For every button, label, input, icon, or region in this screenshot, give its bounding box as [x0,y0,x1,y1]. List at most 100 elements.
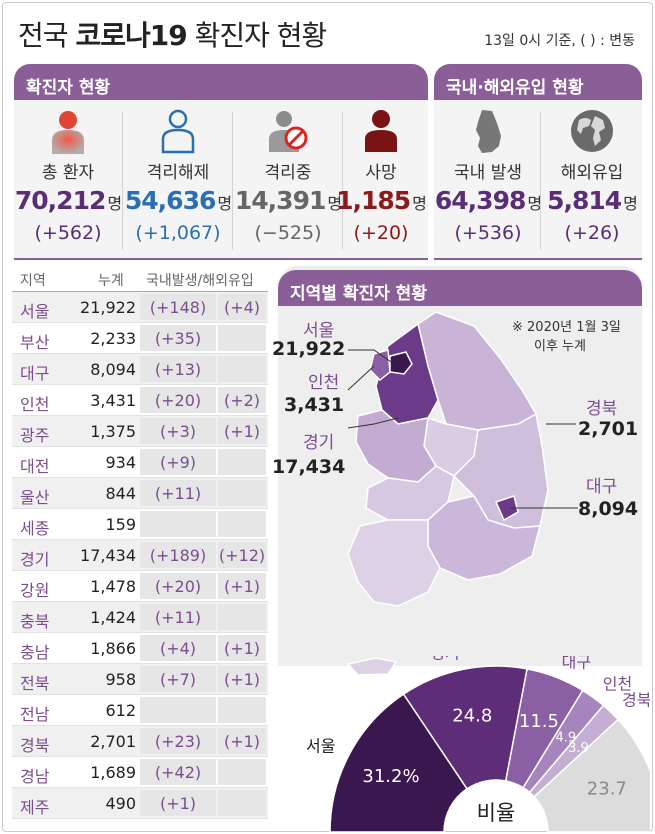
donut-slice [329,693,469,832]
divider [122,112,123,250]
cell-overseas [218,511,266,537]
donut-value-label: 3.9 [568,741,589,756]
donut-category-label: 인천 [603,675,632,694]
map-label-daegu: 대구 [586,477,618,497]
stat-released: 격리해제 54,636 명 (+1,067) [124,100,232,260]
cell-total: 612 [105,701,136,720]
korea-map [346,311,578,676]
cell-total: 2,233 [90,329,136,348]
table-row: 제주 490 (+1) [12,788,268,819]
cell-domestic: (+7) [140,666,216,692]
cell-total: 1,375 [90,422,136,441]
donut-slice [533,718,650,832]
confirmed-section-header: 확진자 현황 [14,64,428,100]
page-title: 전국 코로나19 확진자 현황 [18,19,327,52]
cell-region: 서울 [20,302,50,321]
donut-value-label: 24.8 [452,705,492,726]
table-row: 서울 21,922 (+148) (+4) [12,292,268,323]
cell-domestic [140,697,216,723]
cell-overseas [218,356,266,382]
stat-label: 총 환자 [41,163,95,183]
donut-title: 비율 [477,801,516,825]
map-value-incheon: 3,431 [284,394,345,416]
cell-domestic: (+13) [140,356,216,382]
table-row: 경북 2,701 (+23) (+1) [12,726,268,757]
cell-total: 17,434 [80,546,136,565]
table-row: 경남 1,689 (+42) [12,757,268,788]
cell-total: 1,866 [90,639,136,658]
confirmed-stats-panel [14,100,428,260]
cell-total: 1,689 [90,763,136,782]
table-row: 인천 3,431 (+20) (+2) [12,385,268,416]
table-row: 대전 934 (+9) [12,447,268,478]
cell-overseas: (+4) [218,294,266,320]
table-row: 강원 1,478 (+20) (+1) [12,571,268,602]
cell-total: 1,478 [90,577,136,596]
domestic-overseas-section-header: 국내·해외유입 현황 [434,64,642,100]
header-region: 지역 [20,273,46,289]
table-header: 지역 누계 국내발생/해외유입 [12,266,268,292]
map-value-seoul: 21,922 [272,338,346,360]
stat-isolated: 격리중 14,391 명 (−525) [234,100,342,260]
cell-region: 전남 [20,705,50,724]
stat-value: 5,814 명 [547,186,638,215]
cell-region: 경기 [20,550,50,569]
cell-region: 인천 [20,395,50,414]
divider [342,112,343,250]
stat-label: 국내 발생 [454,163,522,183]
donut-value-label: 11.5 [519,711,559,732]
cell-region: 부산 [20,333,50,352]
cell-overseas: (+1) [218,573,266,599]
cell-overseas [218,759,266,785]
stat-label: 해외유입 [560,163,624,183]
stat-total-patients: 총 환자 70,212 명 (+562) [14,100,122,260]
divider [540,112,541,250]
map-value-daegu: 8,094 [578,498,639,520]
cell-domestic: (+189) [140,542,216,568]
cell-total: 958 [105,670,136,689]
cell-domestic: (+23) [140,728,216,754]
cell-total: 934 [105,453,136,472]
regional-table: 지역 누계 국내발생/해외유입 서울 21,922 (+148) (+4) 부산 2,23… [12,266,268,819]
map-label-gyeongbuk: 경북 [586,399,618,419]
map-label-incheon: 인천 [308,373,340,393]
page-subtitle: 13일 0시 기준, ( ) : 변동 [484,33,635,49]
cell-region: 광주 [20,426,50,445]
cell-region: 강원 [20,581,50,600]
map-label-gyeonggi: 경기 [303,433,335,453]
cell-total: 8,094 [90,360,136,379]
donut-slice [402,665,528,790]
cell-domestic: (+4) [140,635,216,661]
map-label-seoul: 서울 [303,321,335,341]
stat-value: 70,212 명 [14,186,122,215]
cell-overseas: (+12) [218,542,266,568]
cell-total: 844 [105,484,136,503]
cell-overseas: (+2) [218,387,266,413]
table-row: 전남 612 [12,695,268,726]
cell-region: 대전 [20,457,50,476]
table-row: 광주 1,375 (+3) (+1) [12,416,268,447]
stat-deaths: 사망 1,185 명 (+20) [334,100,428,260]
donut-category-label: 경북 [622,691,650,710]
donut-category-label: 대구 [562,656,591,671]
header-total: 누계 [98,273,124,289]
cell-domestic: (+11) [140,480,216,506]
korea-map-icon [468,108,508,160]
map-value-gyeonggi: 17,434 [272,456,346,478]
person-blocked-icon [266,108,310,158]
cell-region: 경남 [20,767,50,786]
map-region-jeonnam [347,519,441,607]
cell-region: 경북 [20,736,50,755]
cell-domestic [140,511,216,537]
cell-domestic: (+148) [140,294,216,320]
cell-total: 159 [105,515,136,534]
person-darkred-icon [361,108,401,158]
stat-value: 64,398 명 [434,186,542,215]
cell-region: 제주 [20,798,50,817]
cell-total: 1,424 [90,608,136,627]
stat-change: (+1,067) [135,222,221,244]
stat-change: (+26) [564,222,620,244]
cell-overseas [218,325,266,351]
stat-value: 54,636 명 [124,186,232,215]
map-region-jeonbuk [365,465,455,521]
